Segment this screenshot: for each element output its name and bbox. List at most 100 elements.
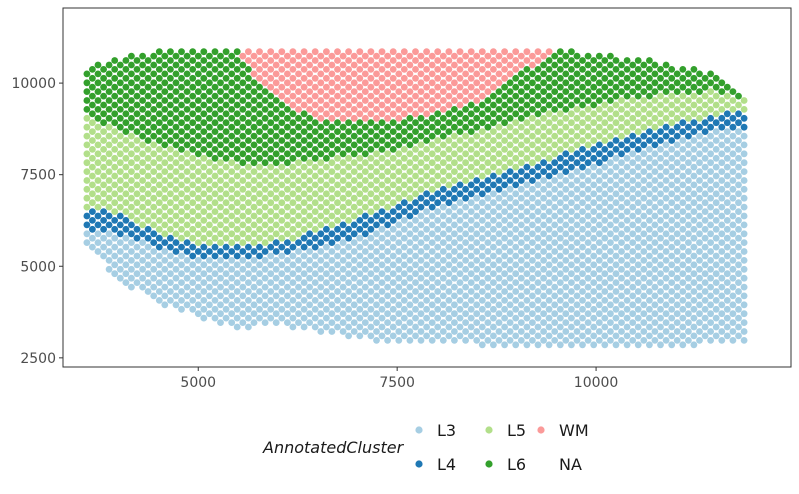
spot-l3 (568, 181, 575, 189)
spot-l5 (595, 132, 603, 140)
spot-l3 (384, 230, 391, 238)
spot-l3 (306, 257, 313, 264)
spot-l6 (361, 123, 369, 131)
spot-l3 (484, 203, 492, 211)
spot-l3 (423, 252, 430, 260)
spot-l3 (685, 159, 692, 167)
spot-l5 (200, 225, 208, 233)
spot-l3 (573, 283, 581, 291)
spot-l5 (222, 217, 230, 224)
spot-l3 (707, 141, 714, 149)
spot-l3 (161, 257, 169, 264)
spot-l6 (239, 106, 247, 113)
spot-l3 (284, 301, 291, 309)
spot-l4 (89, 225, 96, 233)
spot-l6 (233, 146, 241, 153)
spot-l5 (384, 159, 391, 167)
spot-l3 (668, 163, 676, 171)
spot-l3 (657, 146, 664, 153)
spot-l6 (517, 88, 525, 95)
spot-l4 (284, 239, 291, 247)
spot-l3 (685, 212, 692, 220)
spot-l3 (501, 314, 508, 322)
spot-l3 (473, 230, 481, 238)
spot-l5 (412, 163, 419, 171)
spot-wm (267, 83, 275, 91)
spots-layer (83, 48, 748, 349)
spot-l4 (289, 243, 297, 251)
spot-l5 (317, 203, 325, 211)
spot-l3 (612, 341, 620, 349)
spot-l3 (484, 328, 492, 335)
spot-l5 (189, 234, 197, 242)
spot-l3 (607, 230, 614, 238)
spot-l6 (194, 88, 202, 95)
spot-l6 (306, 132, 313, 140)
spot-l5 (217, 230, 224, 238)
spot-l3 (272, 310, 280, 318)
spot-l3 (139, 274, 147, 282)
spot-l3 (317, 283, 325, 291)
spot-l6 (384, 141, 391, 149)
spot-l3 (601, 163, 609, 171)
spot-l3 (339, 248, 347, 255)
spot-l3 (729, 337, 737, 344)
spot-l6 (127, 70, 135, 78)
spot-l3 (679, 199, 687, 207)
spot-l5 (373, 177, 380, 184)
spot-wm (367, 66, 375, 73)
spot-l5 (144, 181, 152, 189)
spot-l5 (584, 132, 592, 140)
spot-wm (451, 97, 458, 104)
spot-l5 (217, 239, 224, 247)
spot-l5 (668, 101, 676, 109)
spot-l5 (334, 154, 341, 162)
spot-l5 (350, 203, 358, 211)
spot-l5 (406, 150, 414, 158)
spot-l5 (127, 185, 135, 193)
spot-l3 (718, 230, 726, 238)
spot-l3 (556, 341, 564, 349)
spot-l6 (217, 150, 224, 158)
spot-l6 (172, 141, 180, 149)
spot-l3 (579, 261, 586, 269)
spot-l4 (323, 225, 330, 233)
spot-l3 (556, 305, 564, 313)
spot-l6 (100, 119, 107, 127)
spot-l3 (562, 337, 570, 344)
spot-l3 (439, 257, 447, 264)
spot-l5 (529, 141, 536, 149)
spot-wm (434, 92, 442, 100)
spot-l5 (94, 141, 102, 149)
spot-wm (439, 61, 447, 69)
spot-l3 (534, 261, 542, 269)
spot-wm (484, 88, 492, 95)
spot-l3 (512, 217, 520, 224)
spot-l3 (512, 305, 520, 313)
spot-wm (378, 110, 386, 118)
spot-l5 (211, 217, 219, 224)
spot-l5 (428, 150, 436, 158)
spot-l5 (189, 217, 197, 224)
spot-l6 (306, 114, 313, 122)
spot-l4 (668, 128, 676, 136)
spot-l6 (657, 66, 664, 73)
spot-wm (350, 106, 358, 113)
spot-l4 (595, 141, 603, 149)
spot-l6 (517, 106, 525, 113)
spot-wm (373, 70, 380, 78)
spot-l4 (556, 154, 564, 162)
spot-l3 (573, 265, 581, 273)
spot-l3 (389, 261, 397, 269)
spot-l4 (562, 168, 570, 176)
spot-l5 (456, 154, 464, 162)
spot-l3 (573, 230, 581, 238)
spot-l3 (735, 137, 742, 144)
spot-l6 (267, 128, 275, 136)
spot-l3 (239, 265, 247, 273)
spot-l3 (562, 274, 570, 282)
spot-l5 (211, 181, 219, 189)
spot-l6 (523, 83, 531, 91)
spot-l3 (323, 243, 330, 251)
spot-l6 (261, 150, 269, 158)
